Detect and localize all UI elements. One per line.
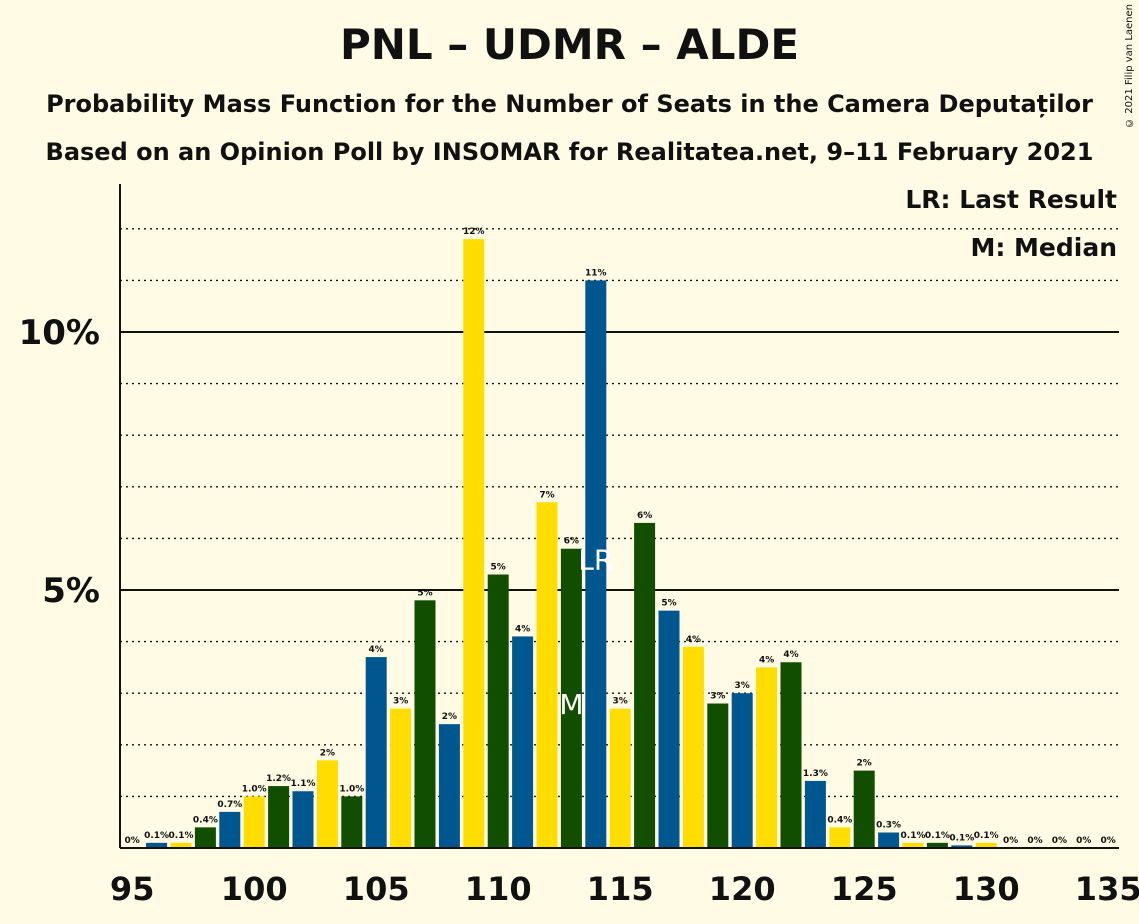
chart-subtitle: Probability Mass Function for the Number…	[46, 90, 1093, 118]
bar-116	[634, 522, 656, 848]
bar-label-134: 0%	[1076, 836, 1091, 846]
bar-label-108: 2%	[442, 712, 457, 722]
bar-label-105: 4%	[369, 645, 384, 655]
y-tick-label-5: 5%	[42, 571, 100, 611]
bar-label-114: 11%	[585, 268, 607, 278]
bar-label-123: 1.3%	[803, 769, 828, 779]
legend-last-result: LR: Last Result	[905, 185, 1117, 214]
bar-127	[902, 842, 924, 848]
markers: LR M	[559, 543, 613, 720]
bar-99	[219, 811, 241, 848]
bar-123	[804, 780, 826, 848]
x-tick-label-115: 115	[587, 870, 654, 908]
bar-110	[487, 574, 509, 848]
y-tick-label-10: 10%	[19, 313, 100, 353]
bar-label-133: 0%	[1052, 836, 1067, 846]
bar-108	[438, 724, 460, 848]
bar-120	[731, 693, 753, 848]
bar-label-107: 5%	[417, 588, 432, 598]
axes: 95 100 105 110 115 120 125 130 135 5% 10%	[19, 184, 1139, 908]
bar-98	[194, 827, 216, 848]
bar-label-110: 5%	[491, 563, 506, 573]
bar-109	[463, 239, 485, 848]
x-tick-label-135: 135	[1075, 870, 1139, 908]
bar-label-101: 1.2%	[266, 774, 291, 784]
bar-label-112: 7%	[539, 490, 554, 500]
chart-subtitle-source: Based on an Opinion Poll by INSOMAR for …	[45, 138, 1094, 166]
bars	[146, 239, 997, 848]
bar-label-97: 0.1%	[169, 831, 194, 841]
bar-label-125: 2%	[857, 759, 872, 769]
bar-label-109: 12%	[463, 227, 485, 237]
bar-label-131: 0%	[1003, 836, 1018, 846]
bar-122	[780, 662, 802, 848]
bar-106	[390, 708, 412, 848]
bar-label-96: 0.1%	[144, 831, 169, 841]
x-tick-label-95: 95	[110, 870, 155, 908]
bar-96	[146, 842, 168, 848]
bar-label-98: 0.4%	[193, 815, 218, 825]
last-result-marker: LR	[578, 543, 613, 576]
bar-118	[682, 646, 704, 848]
bar-128	[926, 842, 948, 848]
x-tick-label-120: 120	[709, 870, 776, 908]
bar-label-102: 1.1%	[291, 779, 316, 789]
bar-112	[536, 502, 558, 848]
bar-label-99: 0.7%	[217, 800, 242, 810]
median-marker: M	[559, 688, 583, 721]
bar-label-132: 0%	[1027, 836, 1042, 846]
bar-label-127: 0.1%	[901, 831, 926, 841]
bar-121	[756, 667, 778, 848]
bar-label-129: 0.1%	[949, 833, 974, 843]
bar-114	[585, 280, 607, 848]
bar-119	[707, 703, 729, 848]
bar-105	[365, 657, 387, 848]
legend-median: M: Median	[970, 233, 1117, 262]
bar-label-103: 2%	[320, 748, 335, 758]
bar-100	[243, 796, 265, 848]
x-tick-label-105: 105	[343, 870, 410, 908]
bar-label-135: 0%	[1101, 836, 1116, 846]
bar-label-119: 3%	[710, 692, 725, 702]
chart-title: PNL – UDMR – ALDE	[339, 20, 800, 69]
bar-129	[951, 845, 973, 848]
bar-126	[878, 832, 900, 848]
bar-label-106: 3%	[393, 697, 408, 707]
bar-115	[609, 708, 631, 848]
bar-label-117: 5%	[661, 599, 676, 609]
bar-113	[560, 548, 582, 848]
bar-102	[292, 791, 314, 848]
bar-label-130: 0.1%	[974, 831, 999, 841]
x-tick-label-125: 125	[831, 870, 898, 908]
bar-label-126: 0.3%	[876, 821, 901, 831]
bar-103	[316, 760, 338, 848]
bar-125	[853, 770, 875, 848]
bar-label-100: 1.0%	[242, 784, 267, 794]
bar-label-116: 6%	[637, 511, 652, 521]
bar-101	[268, 786, 290, 848]
bar-label-111: 4%	[515, 624, 530, 634]
bar-label-122: 4%	[783, 650, 798, 660]
x-tick-label-130: 130	[953, 870, 1020, 908]
bar-label-113: 6%	[564, 537, 579, 547]
bar-label-121: 4%	[759, 655, 774, 665]
bar-111	[512, 636, 534, 848]
bar-label-115: 3%	[613, 697, 628, 707]
bar-label-118: 4%	[686, 635, 701, 645]
bar-label-124: 0.4%	[827, 815, 852, 825]
bar-107	[414, 600, 436, 848]
bar-labels: 0%0.1% 0.1%0.4%0.7%1.0%1.2%1.1%2%1.0%4%3%…	[125, 227, 1116, 846]
bar-104	[341, 796, 363, 848]
x-tick-label-110: 110	[465, 870, 532, 908]
bar-130	[975, 842, 997, 848]
bar-label-128: 0.1%	[925, 831, 950, 841]
bar-label-95: 0%	[125, 836, 140, 846]
bar-label-104: 1.0%	[339, 784, 364, 794]
x-tick-label-100: 100	[221, 870, 288, 908]
bar-label-120: 3%	[735, 681, 750, 691]
bar-124	[829, 827, 851, 848]
bar-97	[170, 842, 192, 848]
bar-117	[658, 610, 680, 848]
